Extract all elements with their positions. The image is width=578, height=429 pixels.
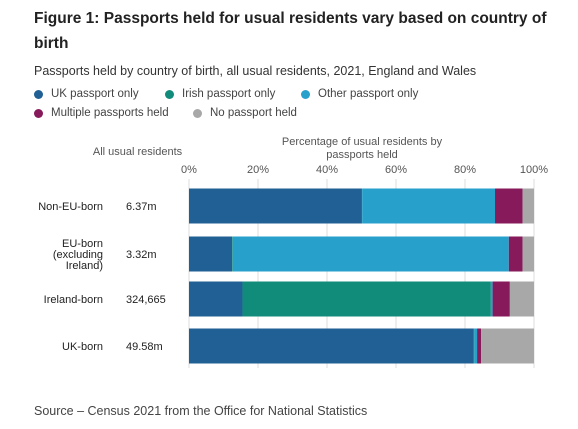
bar-segment	[474, 328, 478, 364]
bar-segment	[189, 236, 233, 272]
legend-swatch	[301, 89, 310, 99]
x-tick-label: 40%	[316, 164, 338, 176]
category-label: Ireland-born	[44, 294, 103, 306]
category-label: Non-EU-born	[38, 201, 103, 213]
x-tick-label: 100%	[520, 164, 548, 176]
x-tick-label: 20%	[247, 164, 269, 176]
x-tick-label: 0%	[181, 164, 197, 176]
legend-item-irish-passport-only: Irish passport only	[165, 88, 275, 100]
x-tick-label: 60%	[385, 164, 407, 176]
category-label: UK-born	[62, 341, 103, 353]
figure-subtitle: Passports held by country of birth, all …	[34, 64, 477, 78]
bar-segment	[481, 328, 534, 364]
bar-segment	[492, 281, 510, 317]
bar-segment	[508, 236, 523, 272]
bar-segment	[361, 188, 363, 224]
category-total: 6.37m	[126, 201, 157, 213]
legend-swatch	[193, 108, 202, 118]
legend-item-multiple-passports-held: Multiple passports held	[34, 107, 169, 119]
legend-swatch	[34, 89, 43, 99]
legend-swatch	[165, 89, 174, 99]
category-label: Ireland)	[66, 260, 103, 272]
bar-segment	[362, 188, 496, 224]
totals-header: All usual residents	[92, 146, 183, 158]
bar-segment	[522, 188, 534, 224]
legend-label: UK passport only	[51, 88, 139, 100]
legend-label: Multiple passports held	[51, 107, 169, 119]
bar-segment	[490, 281, 493, 317]
legend-label: Other passport only	[318, 88, 419, 100]
figure-title: Figure 1: Passports held for usual resid…	[34, 10, 547, 52]
category-total: 324,665	[126, 294, 166, 306]
bar-segment	[189, 188, 362, 224]
legend-label: No passport held	[210, 107, 297, 119]
bar-segment	[473, 328, 475, 364]
legend-item-uk-passport-only: UK passport only	[34, 88, 139, 100]
legend-item-no-passport-held: No passport held	[193, 107, 297, 119]
category-total: 3.32m	[126, 249, 157, 261]
legend-label: Irish passport only	[182, 88, 276, 100]
bar-segment	[189, 281, 243, 317]
category-label: (excluding	[53, 249, 103, 261]
category-total: 49.58m	[126, 341, 163, 353]
bar-segment	[509, 281, 534, 317]
bar-segment	[477, 328, 482, 364]
category-label: EU-born	[62, 238, 103, 250]
bar-segment	[232, 236, 233, 272]
bar-segment	[242, 281, 491, 317]
source-note: Source – Census 2021 from the Office for…	[34, 404, 368, 418]
bar-segment	[189, 328, 474, 364]
bar-segment	[232, 236, 509, 272]
legend-item-other-passport-only: Other passport only	[301, 88, 418, 100]
x-tick-label: 80%	[454, 164, 476, 176]
percent-axis-header: Percentage of usual residents by passpor…	[281, 136, 443, 161]
legend-swatch	[34, 108, 43, 118]
bar-segment	[522, 236, 534, 272]
bar-segment	[495, 188, 523, 224]
